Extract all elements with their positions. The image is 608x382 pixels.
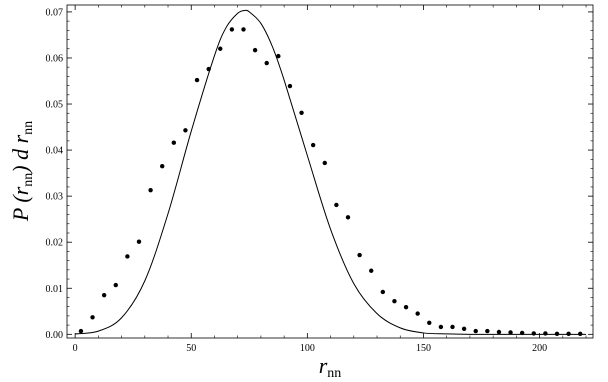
data-point xyxy=(287,83,293,89)
data-point xyxy=(113,282,118,288)
y-tick-label: 0.05 xyxy=(46,100,64,111)
data-point xyxy=(508,330,513,335)
x-axis-label-main: r xyxy=(319,353,328,378)
data-point xyxy=(299,110,304,115)
data-point xyxy=(101,292,107,298)
y-axis-label: P (rnn) d rnn xyxy=(8,121,36,222)
data-point xyxy=(438,324,444,330)
data-point xyxy=(264,60,269,66)
data-point xyxy=(183,128,188,133)
x-tick-label: 50 xyxy=(186,343,196,354)
data-point xyxy=(450,324,455,330)
x-tick-label: 100 xyxy=(300,343,315,354)
x-axis-label-sub: nn xyxy=(327,366,341,381)
data-point xyxy=(148,187,153,193)
data-point xyxy=(252,47,258,53)
y-tick-label: 0.03 xyxy=(46,192,64,203)
data-point xyxy=(485,328,490,334)
data-point xyxy=(473,328,478,334)
data-point xyxy=(78,328,84,334)
data-point xyxy=(229,27,235,32)
y-axis-label-p1: P (r xyxy=(8,186,33,222)
data-point xyxy=(125,254,130,259)
data-point xyxy=(218,46,223,51)
data-point xyxy=(496,329,502,335)
data-point xyxy=(310,142,316,148)
data-point xyxy=(403,304,409,310)
fit-curve xyxy=(75,9,587,335)
y-tick-label: 0.06 xyxy=(46,53,64,64)
y-tick-label: 0.07 xyxy=(46,7,64,18)
data-point xyxy=(427,320,432,326)
y-tick-label: 0.02 xyxy=(46,238,64,249)
tick-labels: 0 50 100 150 200 0.00 0.01 0.02 0.03 0.04 0.05 0.06… xyxy=(46,7,548,354)
data-point xyxy=(334,202,339,208)
data-point xyxy=(276,53,281,59)
data-point xyxy=(136,239,142,244)
y-axis-label-sub2: nn xyxy=(21,121,36,135)
data-points xyxy=(78,27,583,337)
data-point xyxy=(90,315,95,320)
data-point xyxy=(461,326,467,331)
x-tick-label: 200 xyxy=(532,343,547,354)
data-point xyxy=(357,252,362,258)
ticks xyxy=(67,5,593,338)
data-point xyxy=(206,66,211,72)
x-axis-label: rnn xyxy=(319,353,342,381)
x-tick-label: 0 xyxy=(73,343,78,354)
data-point xyxy=(369,268,374,273)
x-tick-label: 150 xyxy=(416,343,431,354)
data-point xyxy=(531,331,536,336)
data-point xyxy=(345,215,351,220)
data-point xyxy=(543,331,548,336)
data-point xyxy=(578,331,583,337)
data-point xyxy=(415,311,420,316)
y-tick-label: 0.01 xyxy=(46,284,64,295)
data-point xyxy=(160,164,165,169)
data-point xyxy=(554,331,560,337)
data-point xyxy=(171,140,177,145)
y-tick-label: 0.00 xyxy=(46,330,64,341)
y-axis-label-sub1: nn xyxy=(21,173,36,187)
data-point xyxy=(566,331,571,337)
plot-frame xyxy=(66,4,594,339)
data-point xyxy=(380,289,386,295)
y-axis-label-p2: ) d r xyxy=(8,134,33,174)
y-tick-label: 0.04 xyxy=(46,146,64,157)
data-point xyxy=(194,77,200,83)
data-point xyxy=(519,330,525,336)
data-point xyxy=(392,298,397,304)
data-point xyxy=(241,27,246,32)
data-point xyxy=(322,160,327,166)
